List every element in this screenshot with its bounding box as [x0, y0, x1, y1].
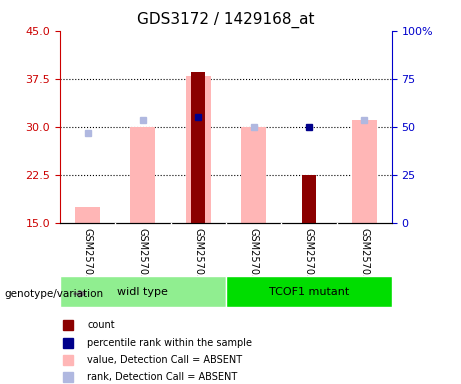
Text: GSM257053: GSM257053: [248, 228, 259, 288]
Text: GSM257055: GSM257055: [304, 228, 314, 288]
FancyBboxPatch shape: [60, 276, 226, 307]
Bar: [75, 207, 100, 223]
Bar: [130, 127, 155, 223]
Title: GDS3172 / 1429168_at: GDS3172 / 1429168_at: [137, 12, 315, 28]
Bar: [352, 120, 377, 223]
Text: GSM257056: GSM257056: [193, 228, 203, 288]
Text: genotype/variation: genotype/variation: [5, 289, 104, 299]
Text: percentile rank within the sample: percentile rank within the sample: [88, 338, 252, 348]
Text: value, Detection Call = ABSENT: value, Detection Call = ABSENT: [88, 355, 242, 365]
Text: GSM257054: GSM257054: [138, 228, 148, 288]
Text: widl type: widl type: [118, 287, 168, 297]
Bar: [186, 76, 211, 223]
FancyBboxPatch shape: [226, 276, 392, 307]
Bar: [191, 72, 205, 223]
Text: TCOF1 mutant: TCOF1 mutant: [269, 287, 349, 297]
Text: GSM257057: GSM257057: [359, 228, 369, 288]
Text: GSM257052: GSM257052: [83, 228, 93, 288]
Text: count: count: [88, 320, 115, 330]
Bar: [302, 175, 316, 223]
Bar: [241, 127, 266, 223]
Text: rank, Detection Call = ABSENT: rank, Detection Call = ABSENT: [88, 372, 237, 382]
